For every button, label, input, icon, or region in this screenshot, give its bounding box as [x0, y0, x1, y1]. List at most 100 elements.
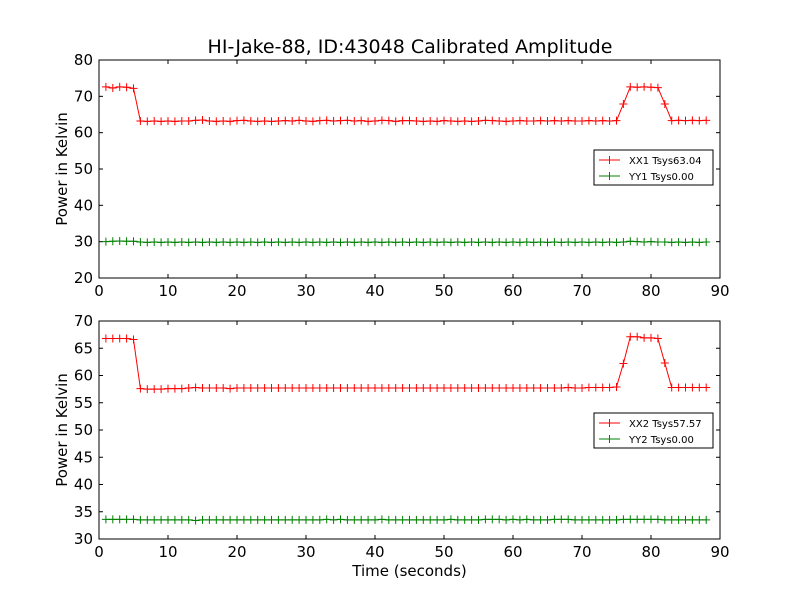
data-point: [612, 515, 621, 524]
bottom-subplot: 0 10 20 30 40 50 60 70 80 90 30 35 40 45 50 55 60 65 70 Pow…: [53, 312, 730, 580]
data-point: [150, 385, 159, 394]
data-point: [660, 358, 669, 367]
data-point: [253, 238, 262, 247]
data-point: [322, 515, 331, 524]
data-point: [571, 515, 580, 524]
data-point: [605, 117, 614, 126]
data-point: [495, 117, 504, 126]
data-point: [584, 238, 593, 247]
x-tick-label: 50: [434, 282, 453, 300]
data-point: [205, 117, 214, 126]
data-point: [191, 116, 200, 125]
data-point: [329, 238, 338, 247]
data-point: [184, 384, 193, 393]
data-point: [336, 238, 345, 247]
data-point: [205, 238, 214, 247]
data-point: [246, 117, 255, 126]
data-point: [453, 117, 462, 126]
x-tick-label: 20: [227, 543, 246, 561]
data-point: [557, 515, 566, 524]
data-point: [688, 515, 697, 524]
data-point: [681, 238, 690, 247]
data-point: [647, 333, 655, 342]
data-point: [481, 515, 490, 524]
data-point: [688, 116, 697, 125]
data-point: [529, 384, 538, 393]
data-point: [626, 237, 635, 246]
data-point: [412, 238, 421, 247]
data-point: [246, 384, 255, 393]
y-tick-label: 30: [74, 233, 93, 251]
data-point: [398, 515, 407, 524]
data-point: [509, 384, 517, 393]
data-point: [391, 238, 400, 247]
data-point: [515, 384, 524, 393]
data-point: [626, 82, 635, 91]
data-point: [681, 383, 690, 392]
data-point: [488, 515, 497, 524]
data-point: [633, 332, 642, 341]
data-point: [274, 384, 283, 393]
data-point: [633, 83, 642, 92]
data-point: [440, 384, 448, 393]
data-point: [267, 238, 276, 247]
data-point: [640, 238, 649, 247]
y-tick-label: 70: [74, 87, 93, 105]
data-point: [233, 238, 241, 247]
data-point: [446, 384, 455, 393]
data-point: [143, 385, 152, 394]
data-point: [571, 117, 580, 126]
data-point: [481, 238, 490, 247]
data-point: [412, 117, 421, 126]
data-point: [571, 384, 580, 393]
data-point: [170, 515, 179, 524]
data-point: [136, 117, 145, 126]
data-point: [226, 238, 235, 247]
data-point: [233, 384, 241, 393]
data-point: [384, 515, 393, 524]
data-point: [502, 238, 511, 247]
data-point: [488, 238, 497, 247]
data-point: [281, 515, 290, 524]
data-point: [164, 238, 172, 247]
data-point: [350, 515, 359, 524]
data-point: [191, 516, 200, 525]
data-point: [246, 515, 255, 524]
data-point: [274, 117, 283, 126]
data-point: [371, 117, 379, 126]
data-point: [426, 384, 435, 393]
y-tick-label: 50: [74, 160, 93, 178]
y-tick-label: 45: [74, 448, 93, 466]
data-point: [626, 332, 635, 341]
data-point: [191, 383, 200, 392]
data-point: [660, 515, 669, 524]
chart-title: HI-Jake-88, ID:43048 Calibrated Amplitud…: [208, 36, 613, 58]
data-point: [681, 515, 690, 524]
data-point: [667, 515, 676, 524]
data-point: [667, 383, 676, 392]
data-point: [101, 82, 110, 91]
data-point: [129, 237, 138, 246]
data-point: [474, 384, 483, 393]
data-point: [467, 117, 476, 126]
data-point: [260, 515, 269, 524]
data-point: [177, 515, 186, 524]
y-tick-label: 80: [74, 51, 93, 69]
data-point: [122, 515, 131, 524]
y-tick-label: 60: [74, 124, 93, 142]
data-point: [502, 117, 511, 126]
data-point: [101, 237, 110, 246]
data-point: [260, 117, 269, 126]
data-point: [308, 238, 317, 247]
data-point: [157, 117, 166, 126]
data-point: [288, 384, 297, 393]
data-point: [384, 116, 393, 125]
data-point: [578, 238, 586, 247]
data-point: [364, 117, 373, 126]
data-point: [557, 117, 566, 126]
data-point: [295, 116, 304, 125]
x-tick-label: 80: [641, 543, 660, 561]
y-tick-label: 50: [74, 421, 93, 439]
data-point: [446, 117, 455, 126]
data-point: [115, 82, 124, 91]
